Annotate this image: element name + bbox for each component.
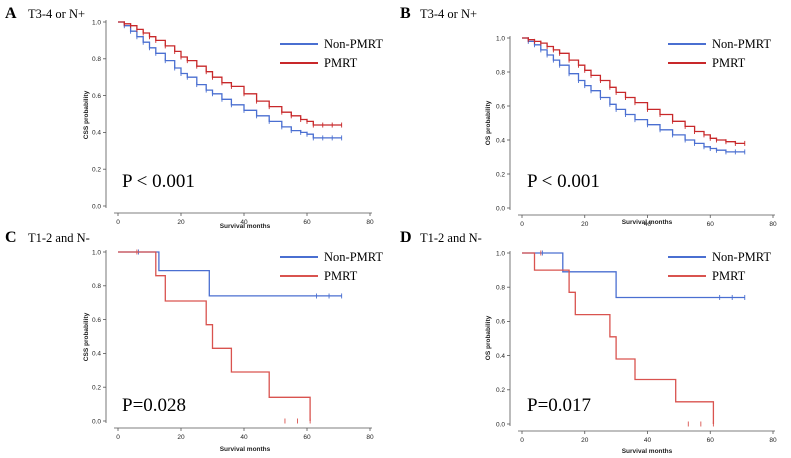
- x-tick-label: 0: [116, 219, 120, 226]
- legend-label-non-pmrt: Non-PMRT: [712, 37, 771, 51]
- x-tick-label: 60: [303, 219, 311, 226]
- y-tick-label: 0.8: [496, 285, 505, 292]
- y-tick-label: 1.0: [496, 35, 505, 42]
- panel-title: T1-2 and N-: [420, 231, 482, 245]
- y-tick-label: 0.2: [92, 385, 101, 392]
- p-value: P=0.028: [122, 395, 186, 416]
- x-tick-label: 20: [177, 434, 185, 441]
- panel-title: T3-4 or N+: [28, 7, 85, 21]
- panel-title: T3-4 or N+: [420, 7, 477, 21]
- legend-label-pmrt: PMRT: [712, 56, 746, 70]
- y-tick-label: 1.0: [92, 19, 101, 26]
- y-tick-label: 0.4: [496, 353, 505, 360]
- y-tick-label: 1.0: [92, 249, 101, 256]
- legend-label-non-pmrt: Non-PMRT: [324, 250, 383, 264]
- x-tick-label: 80: [769, 221, 777, 228]
- panel-c: C T1-2 and N- P=0.028 Non-PMRT PMRT Surv…: [5, 229, 383, 453]
- series-line-pmrt: [118, 251, 311, 421]
- y-tick-label: 0.0: [92, 418, 101, 425]
- y-tick-label: 1.0: [496, 250, 505, 257]
- y-tick-label: 0.0: [496, 205, 505, 212]
- y-tick-label: 0.4: [92, 130, 101, 137]
- y-axis-label: OS probability: [485, 100, 492, 145]
- x-tick-label: 0: [116, 434, 120, 441]
- series-line-pmrt: [522, 37, 745, 145]
- panel-letter: C: [5, 229, 17, 246]
- p-value: P < 0.001: [527, 171, 600, 192]
- y-tick-label: 0.0: [92, 203, 101, 210]
- y-axis-label: CSS probability: [83, 312, 90, 361]
- x-axis-label: Survival months: [622, 448, 673, 455]
- p-value: P < 0.001: [122, 171, 195, 192]
- x-tick-label: 60: [707, 437, 715, 444]
- p-value: P=0.017: [527, 395, 591, 416]
- y-tick-label: 0.8: [496, 69, 505, 76]
- y-axis-label: CSS probability: [83, 90, 90, 139]
- y-tick-label: 0.2: [496, 387, 505, 394]
- x-tick-label: 60: [303, 434, 311, 441]
- x-axis-label: Survival months: [220, 446, 271, 453]
- legend-label-pmrt: PMRT: [324, 56, 358, 70]
- y-tick-label: 0.6: [496, 103, 505, 110]
- y-tick-label: 0.2: [92, 167, 101, 174]
- x-tick-label: 0: [520, 437, 524, 444]
- x-tick-label: 20: [581, 437, 589, 444]
- x-tick-label: 80: [366, 434, 374, 441]
- panel-b: B T3-4 or N+ P < 0.001 Non-PMRT PMRT Sur…: [400, 5, 777, 228]
- x-tick-label: 40: [240, 434, 248, 441]
- y-tick-label: 0.6: [496, 319, 505, 326]
- y-tick-label: 0.4: [496, 137, 505, 144]
- y-tick-label: 0.6: [92, 93, 101, 100]
- panel-a: A T3-4 or N+ P < 0.001 Non-PMRT PMRT Sur…: [5, 5, 383, 230]
- y-tick-label: 0.0: [496, 421, 505, 428]
- x-tick-label: 40: [644, 437, 652, 444]
- x-axis-label: Survival months: [220, 223, 271, 230]
- x-tick-label: 20: [177, 219, 185, 226]
- x-tick-label: 60: [707, 221, 715, 228]
- panel-letter: B: [400, 5, 411, 22]
- y-tick-label: 0.8: [92, 56, 101, 63]
- series-line-non-pmrt: [522, 252, 745, 299]
- panel-title: T1-2 and N-: [28, 231, 90, 245]
- legend-label-pmrt: PMRT: [712, 269, 746, 283]
- y-tick-label: 0.4: [92, 351, 101, 358]
- panel-letter: A: [5, 5, 17, 22]
- legend-label-pmrt: PMRT: [324, 269, 358, 283]
- y-tick-label: 0.2: [496, 171, 505, 178]
- panel-letter: D: [400, 229, 412, 246]
- legend-label-non-pmrt: Non-PMRT: [712, 250, 771, 264]
- y-tick-label: 0.6: [92, 317, 101, 324]
- series-line-pmrt: [118, 21, 342, 126]
- y-axis-label: OS probability: [485, 315, 492, 360]
- series-line-non-pmrt: [118, 21, 342, 139]
- x-tick-label: 40: [644, 221, 652, 228]
- series-line-pmrt: [522, 252, 715, 424]
- x-tick-label: 80: [769, 437, 777, 444]
- x-axis-label: Survival.months: [622, 219, 673, 226]
- x-tick-label: 20: [581, 221, 589, 228]
- x-tick-label: 40: [240, 219, 248, 226]
- x-tick-label: 80: [366, 219, 374, 226]
- x-tick-label: 0: [520, 221, 524, 228]
- legend-label-non-pmrt: Non-PMRT: [324, 37, 383, 51]
- panel-d: D T1-2 and N- P=0.017 Non-PMRT PMRT Surv…: [400, 229, 777, 455]
- y-tick-label: 0.8: [92, 283, 101, 290]
- series-line-non-pmrt: [118, 251, 342, 297]
